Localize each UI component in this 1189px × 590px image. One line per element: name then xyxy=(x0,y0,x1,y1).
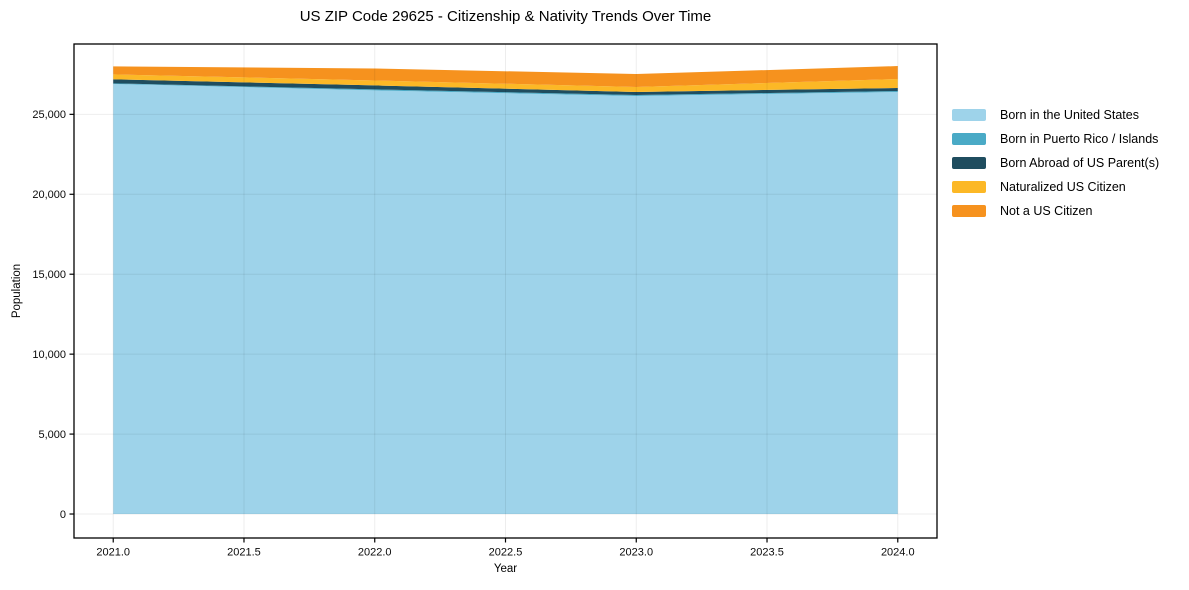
legend-label-naturalized: Naturalized US Citizen xyxy=(1000,180,1126,194)
legend-swatch-not-citizen xyxy=(952,205,986,217)
x-tick-label-3: 2022.5 xyxy=(489,547,523,559)
legend-swatch-puerto-rico xyxy=(952,133,986,145)
legend-item-not-citizen: Not a US Citizen xyxy=(952,199,1159,223)
legend-label-not-citizen: Not a US Citizen xyxy=(1000,204,1093,218)
legend-item-born-abroad: Born Abroad of US Parent(s) xyxy=(952,151,1159,175)
y-tick-label-4: 20,000 xyxy=(32,189,66,201)
legend-label-puerto-rico: Born in Puerto Rico / Islands xyxy=(1000,132,1159,146)
legend-swatch-born-abroad xyxy=(952,157,986,169)
y-axis-label: Population xyxy=(11,263,23,319)
x-tick-label-4: 2023.0 xyxy=(619,547,653,559)
legend-item-puerto-rico: Born in Puerto Rico / Islands xyxy=(952,127,1159,151)
x-axis-label: Year xyxy=(493,563,518,575)
legend-swatch-born-in-us xyxy=(952,109,986,121)
y-tick-label-0: 0 xyxy=(60,509,66,521)
legend-item-born-in-us: Born in the United States xyxy=(952,103,1159,127)
x-tick-label-2: 2022.0 xyxy=(358,547,392,559)
area-series-0 xyxy=(113,83,898,515)
area-series-3 xyxy=(113,74,898,92)
chart-title: US ZIP Code 29625 - Citizenship & Nativi… xyxy=(299,8,712,25)
y-tick-label-2: 10,000 xyxy=(32,349,66,361)
x-tick-label-1: 2021.5 xyxy=(227,547,261,559)
y-tick-label-3: 15,000 xyxy=(32,269,66,281)
legend-swatch-naturalized xyxy=(952,181,986,193)
area-series-4 xyxy=(113,66,898,88)
x-tick-label-0: 2021.0 xyxy=(96,547,130,559)
x-tick-label-5: 2023.5 xyxy=(750,547,784,559)
y-tick-label-5: 25,000 xyxy=(32,109,66,121)
y-tick-label-1: 5,000 xyxy=(38,429,66,441)
area-series-2 xyxy=(113,79,898,95)
legend: Born in the United States Born in Puerto… xyxy=(952,103,1159,223)
legend-item-naturalized: Naturalized US Citizen xyxy=(952,175,1159,199)
legend-label-born-in-us: Born in the United States xyxy=(1000,108,1139,122)
legend-label-born-abroad: Born Abroad of US Parent(s) xyxy=(1000,156,1160,170)
x-tick-label-6: 2024.0 xyxy=(881,547,915,559)
